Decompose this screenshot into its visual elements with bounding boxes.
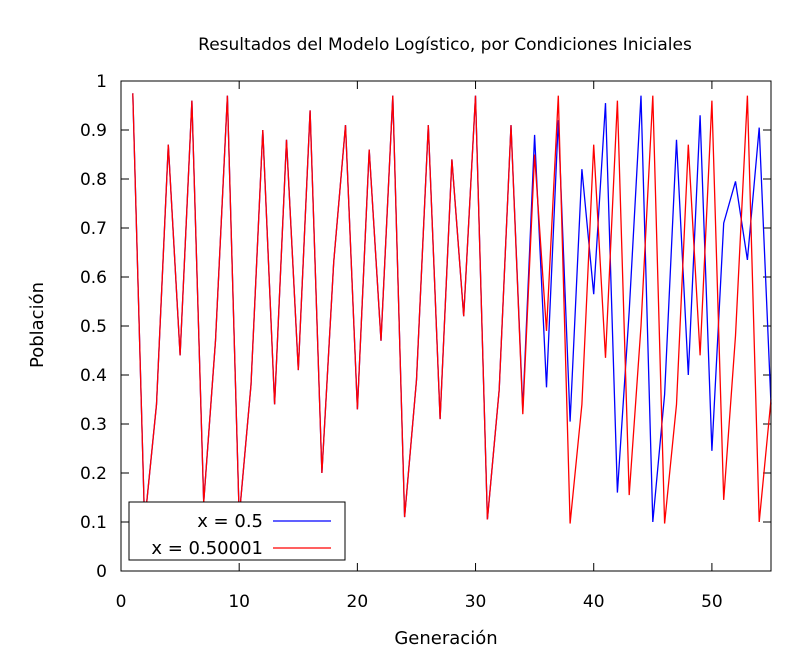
x-tick-label: 20 — [347, 592, 369, 612]
legend-box — [128, 501, 346, 561]
y-tick-label: 0.4 — [80, 366, 107, 386]
y-tick-label: 0.9 — [80, 121, 107, 141]
y-axis-label: Población — [27, 282, 48, 368]
legend: x = 0.5 x = 0.50001 — [128, 501, 346, 561]
y-tick-label: 0.7 — [80, 219, 107, 239]
plot-border — [120, 80, 772, 572]
legend-label: x = 0.5 — [197, 511, 263, 532]
y-tick-label: 0.3 — [80, 415, 107, 435]
x-tick-label: 50 — [701, 592, 723, 612]
y-tick-label: 0.2 — [80, 464, 107, 484]
y-tick-label: 0.5 — [80, 317, 107, 337]
chart-title: Resultados del Modelo Logístico, por Con… — [198, 35, 692, 55]
x-tick-label: 10 — [228, 592, 250, 612]
x-tick-label: 0 — [116, 592, 127, 612]
axis-ticks: 00.10.20.30.40.50.60.70.80.910 10 20 30 40 50 — [80, 72, 771, 612]
y-tick-label: 1 — [96, 72, 107, 92]
x-axis-label: Generación — [394, 628, 497, 649]
y-tick-label: 0 — [96, 562, 107, 582]
x-tick-label: 40 — [583, 592, 605, 612]
legend-label: x = 0.50001 — [151, 538, 263, 559]
x-tick-label: 30 — [465, 592, 487, 612]
y-tick-label: 0.8 — [80, 170, 107, 190]
y-tick-label: 0.1 — [80, 513, 107, 533]
plot-area — [132, 93, 772, 524]
y-tick-label: 0.6 — [80, 268, 107, 288]
